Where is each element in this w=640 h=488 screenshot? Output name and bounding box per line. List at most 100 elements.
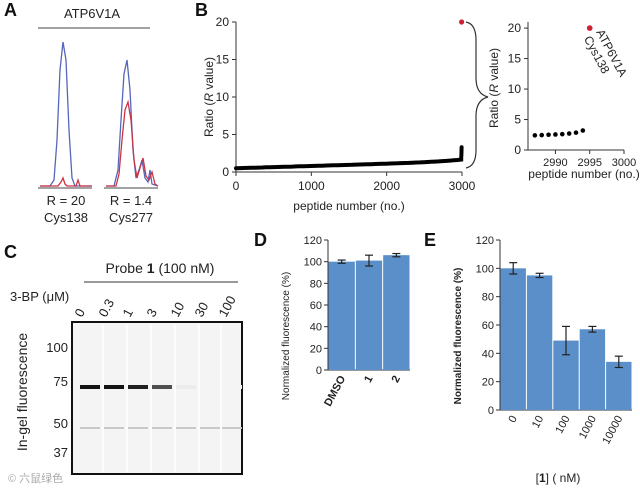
c-gel-band [176, 385, 196, 389]
b-inset-y-tick-label: 15 [508, 52, 522, 66]
bar-category-label: DMSO [322, 373, 348, 408]
b-inset-x-tick-label: 2995 [577, 157, 601, 169]
panel-label-d: D [254, 230, 267, 250]
bar-y-tick-label: 100 [304, 257, 322, 269]
b-y-tick-label: 15 [216, 53, 230, 67]
b-x-tick-label: 1000 [298, 179, 325, 193]
peak-cys138-light-trace [40, 41, 92, 187]
bar-y-tick-label: 120 [476, 235, 494, 247]
c-gel-faint-band [152, 427, 172, 429]
bar-y-tick-label: 60 [482, 320, 494, 332]
bar-y-tick-label: 0 [488, 405, 494, 417]
bar-y-tick-label: 0 [316, 365, 322, 377]
b-sorted-ratio-curve [234, 145, 464, 171]
bar [355, 260, 383, 370]
peak-cys277-light-trace [106, 59, 159, 187]
c-gel-faint-band [222, 427, 242, 429]
d-y-axis-label: Normalized fluorescence (%) [281, 272, 292, 400]
b-x-tick-label: 0 [233, 179, 240, 193]
panel-d-bar-chart: 0 20 40 60 80 100 120 DMSO 1 2 [304, 235, 410, 409]
bar [606, 361, 632, 410]
b-inset-point [532, 133, 538, 138]
c-lane-label: 100 [215, 293, 238, 319]
c-lane-label: 10 [167, 300, 187, 320]
bar-category-label: 10 [530, 414, 546, 430]
c-lane-label: 30 [191, 300, 211, 320]
e-x-axis-label: [1] ( nM) [536, 471, 581, 485]
bar-y-tick-label: 20 [482, 377, 494, 389]
b-inset-annotation: ATP6V1A Cys138 [581, 27, 630, 79]
c-gel-box [71, 321, 243, 475]
bar [500, 268, 526, 410]
bar [328, 261, 355, 370]
bar-y-tick-label: 120 [304, 235, 322, 247]
b-inset-point [539, 132, 545, 138]
panel-b-inset-plot: 0 5 10 15 20 2990 2995 3000 peptide number (no… [487, 21, 640, 181]
c-lane-label: 0.3 [95, 296, 117, 319]
panel-e-bar-chart: 0 20 40 60 80 100 120 0 10 100 1000 10000 [476, 235, 632, 446]
b-outlier-point [459, 19, 465, 25]
peak-cys138-name: Cys138 [44, 210, 88, 225]
bar-y-tick-label: 80 [482, 292, 494, 304]
b-y-tick-label: 5 [222, 128, 229, 142]
b-y-axis-label: Ratio (R value) [202, 57, 216, 137]
b-y-tick-label: 0 [222, 165, 229, 179]
c-gel-faint-band [176, 427, 196, 429]
panel-label-b: B [195, 0, 208, 20]
bar-y-tick-label: 60 [310, 300, 322, 312]
peak-cys277-ratio-label: R = 1.4 [110, 193, 152, 208]
b-inset-point [546, 132, 551, 138]
b-inset-y-tick-label: 10 [508, 82, 522, 96]
peak-cys138-ratio-label: R = 20 [47, 193, 86, 208]
b-inset-outlier-point [586, 25, 593, 31]
bar-y-tick-label: 40 [482, 348, 494, 360]
bar-y-tick-label: 20 [310, 343, 322, 355]
panel-a-title: ATP6V1A [64, 6, 120, 21]
c-row-label: 3-BP (μM) [10, 289, 69, 304]
bar-category-label: 10000 [600, 414, 625, 447]
b-y-tick-label: 10 [216, 90, 230, 104]
b-inset-y-axis-label: Ratio (R value) [487, 48, 501, 128]
c-gel-band [222, 385, 242, 389]
b-y-tick-label: 20 [216, 15, 230, 29]
b-inset-x-tick-label: 3000 [612, 157, 636, 169]
b-inset-y-tick-label: 5 [514, 113, 521, 127]
panel-label-a: A [4, 0, 17, 20]
c-lane-label: 1 [119, 306, 136, 319]
c-lane-label: 3 [143, 306, 160, 319]
panel-b-main-plot: 0 5 10 15 20 0 1000 2000 3000 peptide number (n… [202, 15, 476, 213]
c-marker-label: 75 [54, 374, 68, 389]
bar-category-label: 1 [362, 374, 375, 385]
bar-category-label: 100 [553, 414, 572, 436]
b-x-axis-label: peptide number (no.) [293, 199, 404, 213]
c-gel-faint-band [128, 427, 148, 429]
peak-cys138-heavy-trace [40, 176, 92, 187]
b-x-tick-label: 3000 [449, 179, 476, 193]
c-gel-band [80, 385, 100, 389]
b-inset-point [580, 128, 586, 133]
b-inset-point [553, 132, 558, 137]
bar-category-label: 1000 [577, 414, 599, 441]
c-gel-faint-band [104, 427, 124, 429]
bar [526, 275, 553, 410]
b-inset-y-tick-label: 20 [508, 21, 522, 35]
c-marker-label: 50 [54, 416, 68, 431]
b-inset-x-tick-label: 2990 [543, 157, 567, 169]
b-inset-point [566, 131, 572, 136]
bar-y-tick-label: 80 [310, 278, 322, 290]
b-inset-y-tick-label: 0 [514, 143, 521, 157]
c-gel-band [152, 385, 172, 389]
bar [383, 255, 410, 370]
peak-cys277-heavy-trace [106, 99, 159, 187]
bar-y-tick-label: 40 [310, 322, 322, 334]
c-marker-label: 37 [54, 445, 68, 460]
c-lane-label: 0 [71, 306, 88, 319]
b-inset-point [573, 130, 579, 135]
c-marker-label: 100 [46, 340, 68, 355]
c-gel-faint-band [80, 427, 100, 429]
watermark-text: © 六鼠绿色 [8, 471, 63, 485]
b-inset-brace [465, 21, 489, 169]
c-y-axis-label: In-gel fluorescence [14, 333, 30, 452]
bar-category-label: 2 [390, 374, 403, 385]
